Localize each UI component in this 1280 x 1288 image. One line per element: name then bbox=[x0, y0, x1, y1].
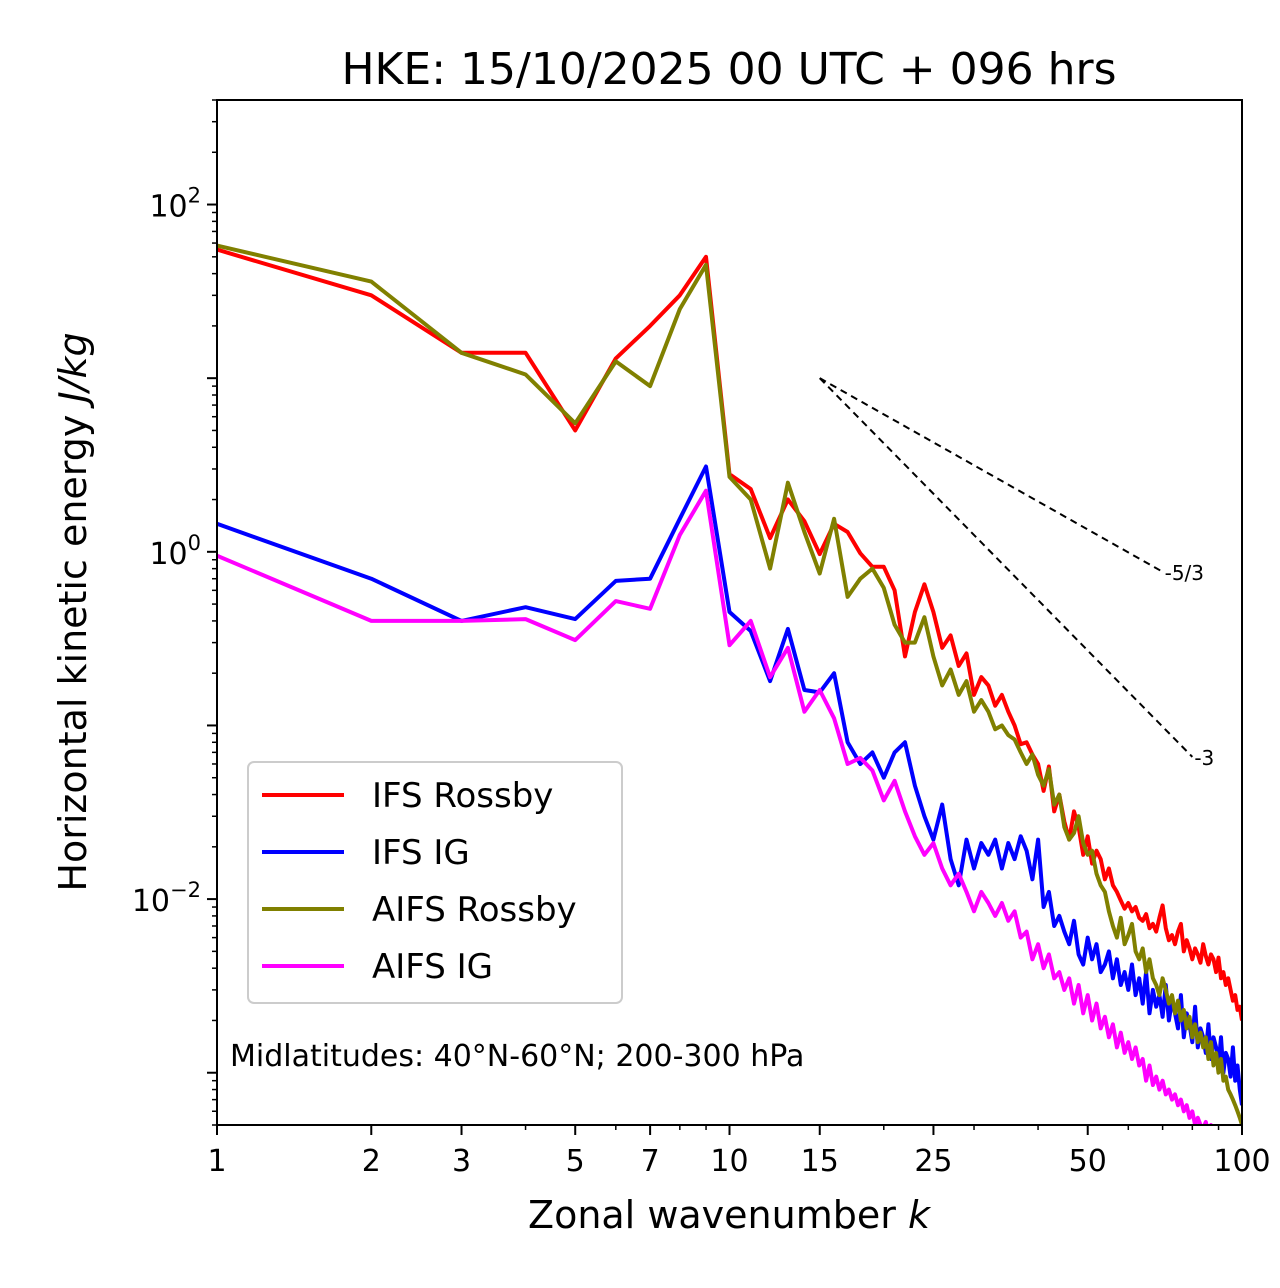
legend-label: IFS Rossby bbox=[372, 776, 553, 816]
y-tick-label: 102 bbox=[149, 184, 201, 225]
reference-slopes: -5/3 -3 bbox=[819, 377, 1214, 770]
x-tick-label: 10 bbox=[710, 1144, 748, 1179]
x-tick-labels: 1 2 3 5 7 10 15 25 50 100 bbox=[207, 1144, 1270, 1179]
x-tick-label: 100 bbox=[1213, 1144, 1270, 1179]
x-tick-label: 1 bbox=[207, 1144, 226, 1179]
y-tick-label: 10−2 bbox=[132, 878, 201, 919]
series-line-ifs-rossby bbox=[217, 247, 1242, 1021]
x-tick-label: 15 bbox=[801, 1144, 839, 1179]
series-line-aifs-rossby bbox=[217, 243, 1242, 1125]
legend-box bbox=[247, 761, 623, 1004]
series-layer bbox=[217, 243, 1242, 1125]
legend-entries: IFS Rossby IFS IG AIFS Rossby AIFS IG bbox=[262, 776, 577, 987]
legend-label: AIFS Rossby bbox=[372, 890, 577, 930]
legend: IFS Rossby IFS IG AIFS Rossby AIFS IG bbox=[247, 761, 623, 1004]
slope-line bbox=[819, 377, 1194, 758]
slope-label: -5/3 bbox=[1165, 561, 1204, 585]
y-tick-labels: 102 100 10−2 bbox=[132, 184, 201, 920]
y-axis-label: Horizontal kinetic energy J/kg bbox=[51, 332, 95, 891]
series-line-aifs-ig bbox=[217, 488, 1214, 1125]
x-tick-label: 7 bbox=[641, 1144, 660, 1179]
x-tick-label: 5 bbox=[566, 1144, 585, 1179]
y-tick-label: 100 bbox=[149, 531, 201, 572]
region-annotation: Midlatitudes: 40°N-60°N; 200-300 hPa bbox=[230, 1039, 804, 1074]
plot-frame bbox=[216, 99, 1243, 1126]
x-tick-label: 50 bbox=[1069, 1144, 1107, 1179]
chart-title: HKE: 15/10/2025 00 UTC + 096 hrs bbox=[341, 44, 1116, 95]
slope-label: -3 bbox=[1194, 746, 1214, 770]
slope-line bbox=[819, 377, 1164, 573]
x-tick-label: 3 bbox=[452, 1144, 471, 1179]
x-axis-label: Zonal wavenumber k bbox=[528, 1193, 932, 1237]
x-tick-label: 2 bbox=[362, 1144, 381, 1179]
legend-label: IFS IG bbox=[372, 833, 470, 873]
legend-label: AIFS IG bbox=[372, 947, 493, 987]
x-tick-label: 25 bbox=[914, 1144, 952, 1179]
